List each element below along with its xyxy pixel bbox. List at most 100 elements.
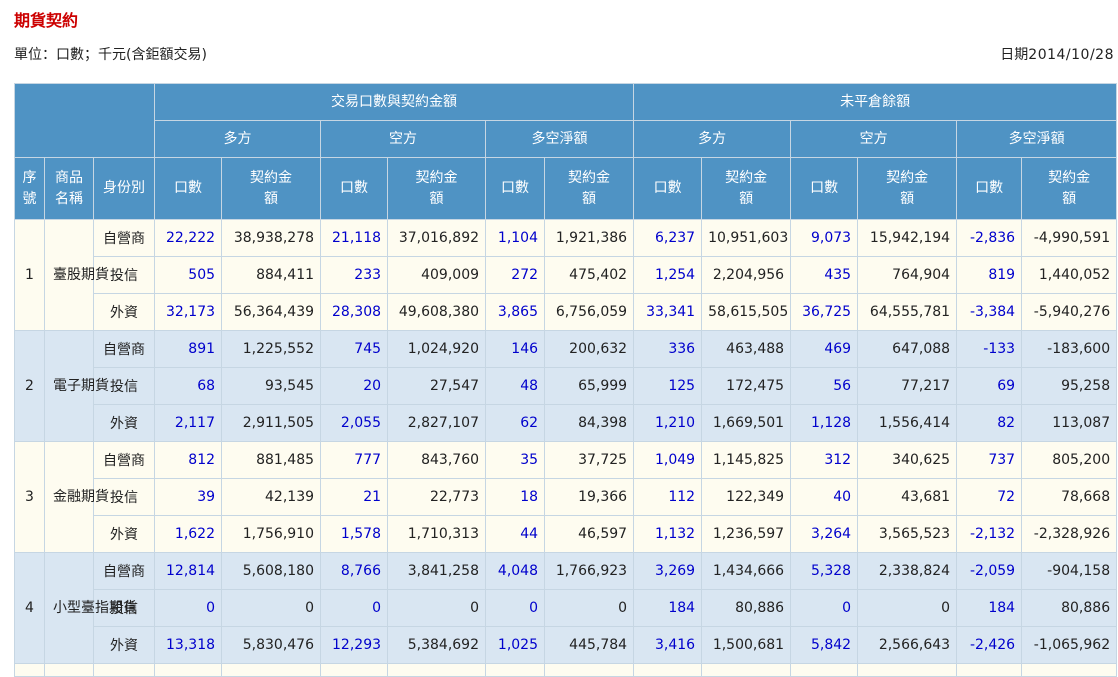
contracts-cell[interactable]: 3,269 (633, 552, 703, 590)
contracts-cell[interactable]: 312 (790, 441, 859, 479)
seq-cell: 3 (14, 441, 45, 553)
date-label: 日期 (1000, 47, 1029, 63)
contracts-cell[interactable]: 146 (485, 330, 546, 368)
contracts-cell[interactable]: 819 (956, 256, 1023, 294)
contracts-cell[interactable]: 82 (956, 404, 1023, 442)
contracts-cell[interactable]: 56 (790, 367, 859, 405)
amount-cell: 10,951,603 (701, 219, 792, 257)
amount-cell: 409,009 (387, 256, 487, 294)
contracts-cell[interactable]: 435 (790, 256, 859, 294)
contracts-cell[interactable]: 6,237 (633, 219, 703, 257)
contracts-cell[interactable]: 469 (790, 330, 859, 368)
contracts-cell[interactable]: 18 (485, 478, 546, 516)
amount-cell: 19,366 (544, 478, 635, 516)
contracts-cell[interactable]: 233 (320, 256, 389, 294)
contracts-cell[interactable]: 20 (320, 367, 389, 405)
contracts-cell[interactable]: 272 (485, 256, 546, 294)
contracts-cell[interactable]: 39 (154, 478, 223, 516)
contracts-cell[interactable]: 1,622 (154, 515, 223, 553)
identity-cell: 自營商 (92, 552, 156, 590)
contracts-cell[interactable]: 32,173 (154, 293, 223, 331)
contracts-cell[interactable]: -3,384 (956, 293, 1023, 331)
amount-cell: 200,632 (544, 330, 635, 368)
contracts-cell[interactable]: 28,308 (320, 293, 389, 331)
contracts-cell[interactable]: -2,059 (956, 552, 1023, 590)
contracts-cell[interactable]: 22,222 (154, 219, 223, 257)
empty-cell (857, 663, 958, 677)
contracts-cell[interactable]: 184 (633, 589, 703, 627)
amount-cell: -4,990,591 (1021, 219, 1118, 257)
contracts-cell[interactable]: 812 (154, 441, 223, 479)
contracts-cell[interactable]: 21 (320, 478, 389, 516)
contracts-cell[interactable]: 33,341 (633, 293, 703, 331)
contracts-cell[interactable]: -2,836 (956, 219, 1023, 257)
contracts-cell[interactable]: 1,025 (485, 626, 546, 664)
contracts-cell[interactable]: 777 (320, 441, 389, 479)
amount-cell: 805,200 (1021, 441, 1118, 479)
contracts-cell[interactable]: 5,328 (790, 552, 859, 590)
contracts-cell[interactable]: 891 (154, 330, 223, 368)
amount-cell: 445,784 (544, 626, 635, 664)
amount-cell: 84,398 (544, 404, 635, 442)
header-contracts-trading-long: 口數 (154, 157, 223, 220)
contracts-cell[interactable]: -2,426 (956, 626, 1023, 664)
contracts-cell[interactable]: 0 (154, 589, 223, 627)
contracts-cell[interactable]: 1,132 (633, 515, 703, 553)
contracts-cell[interactable]: 36,725 (790, 293, 859, 331)
contracts-cell[interactable]: 336 (633, 330, 703, 368)
contracts-cell[interactable]: 1,578 (320, 515, 389, 553)
table-row: 1 臺股期貨 自營商 22,222 38,938,278 21,118 37,016,892… (14, 219, 1118, 331)
amount-cell: 22,773 (387, 478, 487, 516)
contracts-cell[interactable]: 125 (633, 367, 703, 405)
product-name-cell: 電子期貨 (44, 330, 109, 442)
date-display: 日期2014/10/28 (1000, 44, 1114, 64)
contracts-cell[interactable]: 68 (154, 367, 223, 405)
table-row: 投信 68 93,545 20 27,547 48 65,999 125 172,475 56 77… (15, 367, 1118, 405)
contracts-cell[interactable]: 1,128 (790, 404, 859, 442)
amount-cell: 0 (857, 589, 958, 627)
contracts-cell[interactable]: 21,118 (320, 219, 389, 257)
amount-cell: 15,942,194 (857, 219, 958, 257)
contracts-cell[interactable]: 69 (956, 367, 1023, 405)
contracts-cell[interactable]: 0 (320, 589, 389, 627)
contracts-cell[interactable]: -2,132 (956, 515, 1023, 553)
contracts-cell[interactable]: -133 (956, 330, 1023, 368)
contracts-cell[interactable]: 13,318 (154, 626, 223, 664)
amount-cell: 1,766,923 (544, 552, 635, 590)
contracts-cell[interactable]: 12,293 (320, 626, 389, 664)
contracts-cell[interactable]: 737 (956, 441, 1023, 479)
contracts-cell[interactable]: 112 (633, 478, 703, 516)
contracts-cell[interactable]: 35 (485, 441, 546, 479)
contracts-cell[interactable]: 505 (154, 256, 223, 294)
contracts-cell[interactable]: 3,416 (633, 626, 703, 664)
contracts-cell[interactable]: 2,055 (320, 404, 389, 442)
contracts-cell[interactable]: 3,264 (790, 515, 859, 553)
contracts-cell[interactable]: 5,842 (790, 626, 859, 664)
identity-cell: 自營商 (92, 441, 156, 479)
contracts-cell[interactable]: 8,766 (320, 552, 389, 590)
header-oi-short: 空方 (790, 120, 958, 158)
header-amount-trading-net: 契約金額 (544, 157, 635, 220)
contracts-cell[interactable]: 44 (485, 515, 546, 553)
contracts-cell[interactable]: 72 (956, 478, 1023, 516)
contracts-cell[interactable]: 62 (485, 404, 546, 442)
empty-cell (44, 663, 94, 677)
contracts-cell[interactable]: 12,814 (154, 552, 223, 590)
contracts-cell[interactable]: 3,865 (485, 293, 546, 331)
contracts-cell[interactable]: 1,049 (633, 441, 703, 479)
contracts-cell[interactable]: 1,104 (485, 219, 546, 257)
contracts-cell[interactable]: 2,117 (154, 404, 223, 442)
contracts-cell[interactable]: 0 (485, 589, 546, 627)
amount-cell: 0 (387, 589, 487, 627)
contracts-cell[interactable]: 745 (320, 330, 389, 368)
contracts-cell[interactable]: 1,254 (633, 256, 703, 294)
contracts-cell[interactable]: 4,048 (485, 552, 546, 590)
contracts-cell[interactable]: 48 (485, 367, 546, 405)
contracts-cell[interactable]: 0 (790, 589, 859, 627)
contracts-cell[interactable]: 9,073 (790, 219, 859, 257)
contracts-cell[interactable]: 184 (956, 589, 1023, 627)
table-row: 外資 13,318 5,830,476 12,293 5,384,692 1,025 445… (15, 626, 1118, 664)
contracts-cell[interactable]: 40 (790, 478, 859, 516)
amount-cell: 172,475 (701, 367, 792, 405)
contracts-cell[interactable]: 1,210 (633, 404, 703, 442)
